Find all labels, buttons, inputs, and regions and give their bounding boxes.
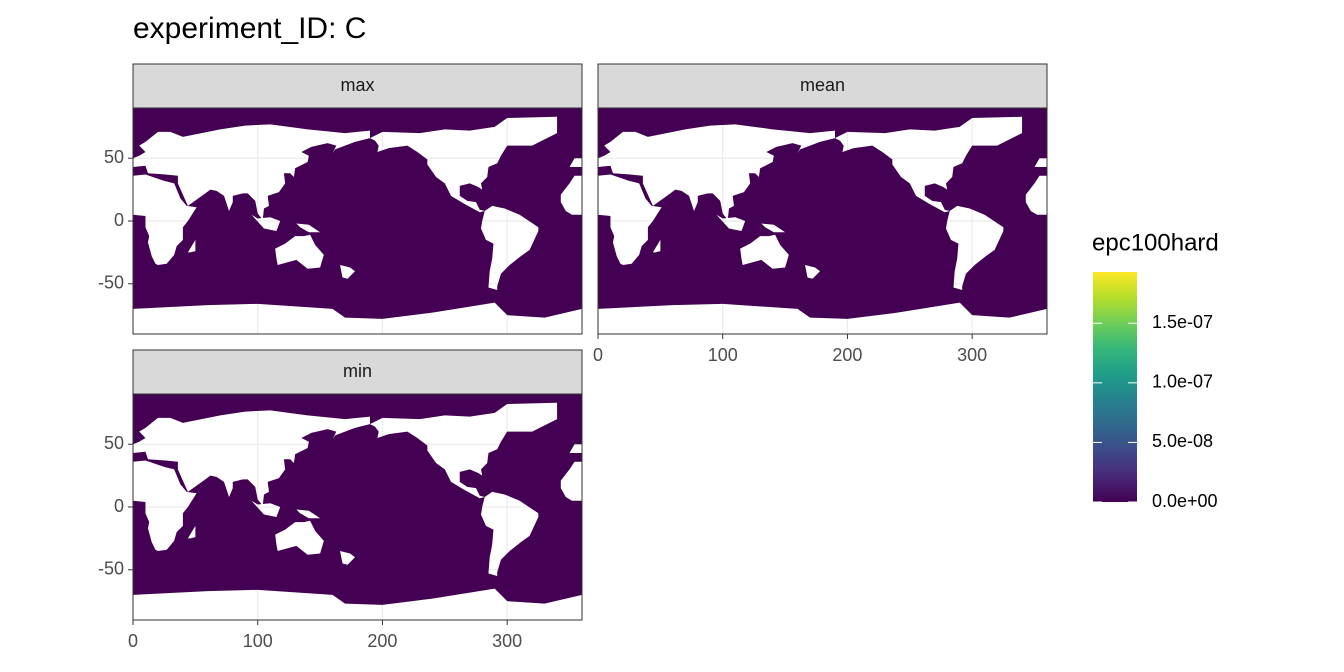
- colorbar: [1093, 272, 1137, 502]
- legend-tick-label: 5.0e-08: [1152, 431, 1213, 451]
- y-tick-label: 50: [104, 433, 124, 453]
- facet-label: min: [343, 361, 372, 381]
- y-tick-label: 0: [114, 496, 124, 516]
- facet-label: mean: [800, 75, 845, 95]
- x-tick-label: 200: [832, 345, 862, 365]
- ocean-field: [133, 394, 582, 620]
- legend-tick-label: 1.5e-07: [1152, 312, 1213, 332]
- x-tick-label: 100: [708, 345, 738, 365]
- x-tick-label: 200: [367, 631, 397, 651]
- ocean-field: [133, 108, 582, 334]
- panel-border: [597, 107, 1048, 335]
- y-tick-label: 0: [114, 210, 124, 230]
- legend-title: epc100hard: [1092, 229, 1219, 256]
- y-tick-label: -50: [98, 273, 124, 293]
- facet-strip: [132, 63, 583, 109]
- legend-tick-label: 0.0e+00: [1152, 491, 1218, 511]
- x-tick-label: 100: [243, 631, 273, 651]
- y-tick-label: 50: [104, 147, 124, 167]
- facet-strip: [132, 349, 583, 395]
- chart-title: experiment_ID: C: [133, 12, 366, 45]
- legend-tick-label: 1.0e-07: [1152, 372, 1213, 392]
- facet-label: max: [340, 75, 374, 95]
- ocean-field: [598, 108, 1047, 334]
- x-tick-label: 0: [128, 631, 138, 651]
- x-tick-label: 300: [492, 631, 522, 651]
- x-tick-label: 0: [593, 345, 603, 365]
- x-tick-label: 300: [957, 345, 987, 365]
- y-tick-label: -50: [98, 559, 124, 579]
